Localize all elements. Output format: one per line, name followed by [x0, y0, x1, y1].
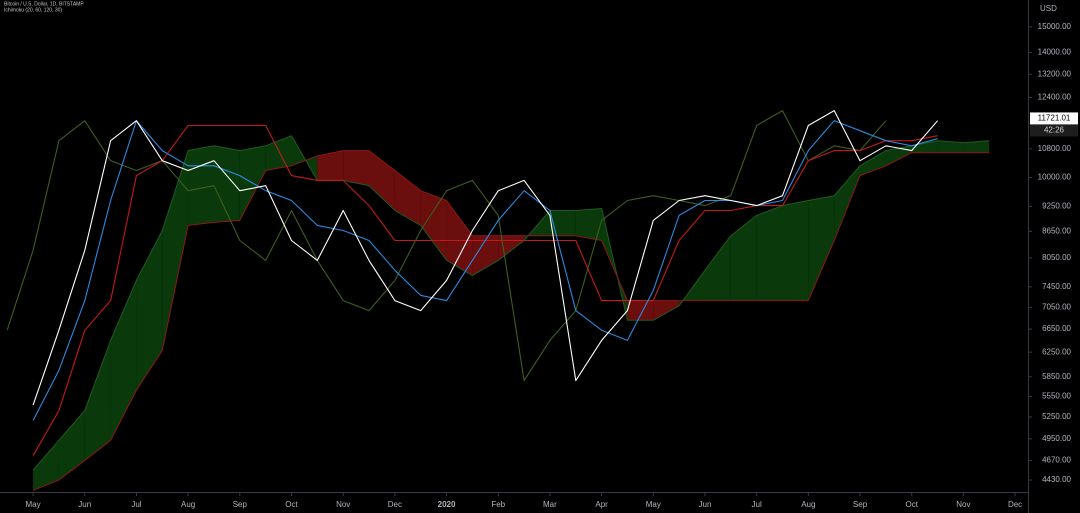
x-tick-label: Nov [336, 500, 350, 509]
y-tick-label: 10000.00 [1038, 173, 1072, 182]
cloud-segment [188, 145, 214, 226]
y-tick-label: 4950.00 [1042, 434, 1071, 443]
y-tick-label: 8050.00 [1042, 253, 1071, 262]
cloud-segment [136, 230, 163, 391]
cloud-segment [33, 440, 59, 491]
y-tick-label: 7450.00 [1042, 282, 1071, 291]
y-tick-label: 6650.00 [1042, 324, 1071, 333]
cloud-segment [394, 170, 421, 226]
cloud-segment [963, 140, 990, 153]
x-tick-label: Jun [699, 500, 712, 509]
y-tick-label: 4430.00 [1042, 475, 1071, 484]
cloud-segment [937, 140, 964, 153]
cloud-segment [446, 200, 473, 276]
cloud-segment [808, 195, 835, 301]
cloud-segment [782, 200, 809, 301]
cloud-segment [317, 150, 344, 181]
cloud-segment [84, 340, 111, 461]
x-tick-label: Dec [1008, 500, 1022, 509]
cloud-segment [214, 145, 240, 223]
countdown: 42:26 [1044, 126, 1065, 135]
last-price-box [1030, 112, 1078, 125]
x-tick-label: Jul [752, 500, 762, 509]
cloud-segment [575, 208, 602, 241]
chart-subtitle: Ichimoku (20, 60, 120, 30) [4, 7, 62, 13]
last-price-label: 11721.01 [1038, 114, 1071, 123]
cloud-segment [885, 145, 912, 166]
x-tick-label: May [26, 500, 41, 509]
x-tick-label: Oct [905, 500, 918, 509]
span-a-line [32, 135, 990, 471]
cloud-segment [549, 210, 576, 236]
y-tick-label: 14000.00 [1038, 48, 1072, 57]
cloud-segment [472, 235, 499, 276]
x-tick-label: Nov [956, 500, 970, 509]
y-tick-label: 15000.00 [1038, 22, 1072, 31]
y-tick-label: 7050.00 [1042, 302, 1071, 311]
cloud-segment [265, 135, 292, 171]
x-tick-label: Mar [543, 500, 557, 509]
cloud-segment [58, 410, 85, 481]
x-tick-label: Aug [181, 500, 195, 509]
y-tick-label: 4670.00 [1042, 456, 1071, 465]
x-tick-label: Dec [388, 500, 402, 509]
cloud-segment [730, 215, 757, 301]
y-tick-label: 9250.00 [1042, 202, 1071, 211]
y-tick-label: 5550.00 [1042, 391, 1071, 400]
cloud-segment [110, 280, 137, 441]
y-unit: USD [1040, 4, 1057, 13]
countdown-box [1030, 124, 1078, 137]
x-tick-label: May [646, 500, 661, 509]
cloud-segment [627, 300, 654, 321]
cloud-segment [911, 140, 938, 153]
chart-title: Bitcoin / U.S. Dollar, 1D, BITSTAMP [4, 1, 84, 7]
cloud-segment [162, 150, 189, 351]
x-tick-label: Jul [131, 500, 141, 509]
plot-area [6, 110, 990, 491]
y-tick-label: 12400.00 [1038, 93, 1072, 102]
series-line [32, 120, 938, 421]
x-tick-label: Feb [491, 500, 505, 509]
x-tick-label: Sep [233, 500, 248, 509]
cloud-segment [834, 165, 860, 241]
y-tick-label: 5250.00 [1042, 412, 1071, 421]
y-tick-label: 6250.00 [1042, 347, 1071, 356]
x-tick-label: Jun [78, 500, 91, 509]
cloud-segment [653, 300, 680, 321]
series-line [6, 110, 887, 382]
x-tick-label: 2020 [438, 500, 456, 509]
cloud-segment [420, 190, 447, 261]
cloud-segment [343, 150, 369, 186]
x-tick-label: Apr [595, 500, 608, 509]
y-tick-label: 10800.00 [1038, 144, 1072, 153]
cloud-segment [705, 235, 731, 301]
span-b-line [32, 150, 990, 491]
y-tick-label: 5850.00 [1042, 372, 1071, 381]
y-tick-label: 13200.00 [1038, 69, 1072, 78]
cloud-segment [756, 205, 783, 301]
series-line [32, 110, 939, 406]
y-tick-label: 8650.00 [1042, 226, 1071, 235]
cloud-segment [860, 150, 886, 176]
x-tick-label: Aug [801, 500, 815, 509]
x-tick-label: Sep [853, 500, 868, 509]
x-tick-label: Oct [285, 500, 298, 509]
